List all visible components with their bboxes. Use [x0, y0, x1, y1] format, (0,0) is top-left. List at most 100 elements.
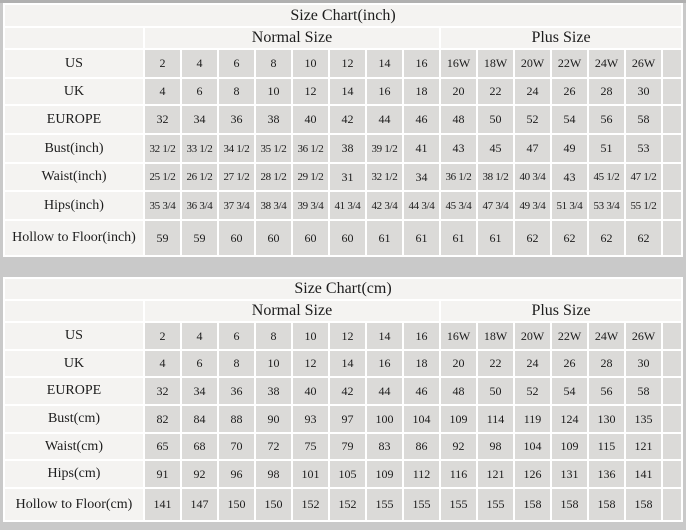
size-cell: 24: [515, 79, 550, 104]
row-label: Hips(cm): [5, 461, 143, 487]
table-row: Hips(inch) 35 3/4 36 3/4 37 3/4 38 3/4 39 3/4…: [5, 192, 681, 219]
size-cell: 40: [293, 378, 328, 404]
size-cell: 135: [626, 406, 661, 432]
size-cell: 60: [256, 221, 291, 255]
size-cell: 16: [404, 323, 439, 349]
size-cell: 46: [404, 106, 439, 133]
group-header-plus-size: Plus Size: [441, 301, 681, 321]
size-cell: 18: [404, 351, 439, 376]
size-cell: 109: [552, 434, 587, 459]
size-cell: 22: [478, 351, 513, 376]
table-row: Hips(cm) 91 92 96 98 101 105 109 112 116 121 126 131…: [5, 461, 681, 487]
chart-title: Size Chart(cm): [5, 279, 681, 299]
size-cell: 36: [219, 106, 254, 133]
size-cell: 141: [626, 461, 661, 487]
size-cell: 60: [293, 221, 328, 255]
size-cell: 40 3/4: [515, 164, 550, 190]
size-cell: 97: [330, 406, 365, 432]
size-cell: 121: [626, 434, 661, 459]
size-cell: 34 1/2: [219, 135, 254, 162]
size-cell: 44 3/4: [404, 192, 439, 219]
size-cell: 68: [182, 434, 217, 459]
size-cell: 62: [552, 221, 587, 255]
filler-cell: [663, 79, 681, 104]
size-cell: 147: [182, 489, 217, 520]
size-cell: 38 1/2: [478, 164, 513, 190]
size-cell: 2: [145, 323, 180, 349]
size-cell: 48: [441, 106, 476, 133]
size-cell: 112: [404, 461, 439, 487]
size-cell: 14: [367, 323, 402, 349]
size-cell: 20: [441, 351, 476, 376]
size-cell: 105: [330, 461, 365, 487]
size-cell: 31: [330, 164, 365, 190]
size-cell: 20W: [515, 323, 550, 349]
size-cell: 155: [441, 489, 476, 520]
size-cell: 92: [441, 434, 476, 459]
corner-blank-cell: [5, 28, 143, 48]
size-cell: 121: [478, 461, 513, 487]
size-cell: 42: [330, 378, 365, 404]
size-cell: 158: [626, 489, 661, 520]
size-cell: 70: [219, 434, 254, 459]
size-cell: 12: [293, 79, 328, 104]
size-cell: 109: [441, 406, 476, 432]
size-cell: 60: [219, 221, 254, 255]
filler-cell: [663, 106, 681, 133]
size-cell: 26W: [626, 323, 661, 349]
row-label: Waist(inch): [5, 164, 143, 190]
size-cell: 158: [515, 489, 550, 520]
size-cell: 114: [478, 406, 513, 432]
size-cell: 101: [293, 461, 328, 487]
size-cell: 61: [478, 221, 513, 255]
row-label: UK: [5, 79, 143, 104]
size-cell: 150: [256, 489, 291, 520]
size-cell: 38: [330, 135, 365, 162]
row-label: Waist(cm): [5, 434, 143, 459]
size-cell: 60: [330, 221, 365, 255]
size-cell: 36 3/4: [182, 192, 217, 219]
size-cell: 35 3/4: [145, 192, 180, 219]
size-cell: 158: [589, 489, 624, 520]
size-cell: 8: [219, 351, 254, 376]
size-cell: 18W: [478, 50, 513, 77]
size-cell: 4: [145, 79, 180, 104]
size-cell: 55 1/2: [626, 192, 661, 219]
table-row: EUROPE 32 34 36 38 40 42 44 46 48 50 52 54 56 58: [5, 378, 681, 404]
size-cell: 24W: [589, 50, 624, 77]
size-cell: 26 1/2: [182, 164, 217, 190]
row-label: Hips(inch): [5, 192, 143, 219]
size-cell: 98: [478, 434, 513, 459]
table-row: UK 4 6 8 10 12 14 16 18 20 22 24 26 28 30: [5, 351, 681, 376]
size-cell: 90: [256, 406, 291, 432]
size-cell: 36: [219, 378, 254, 404]
row-label: US: [5, 50, 143, 77]
size-cell: 18: [404, 79, 439, 104]
row-label: EUROPE: [5, 106, 143, 133]
table-row: US 2 4 6 8 10 12 14 16 16W 18W 20W 22W 24W 26W: [5, 50, 681, 77]
size-cell: 10: [293, 50, 328, 77]
size-cell: 54: [552, 378, 587, 404]
chart-title: Size Chart(inch): [5, 5, 681, 26]
row-label: Hollow to Floor(cm): [5, 489, 143, 520]
size-cell: 152: [293, 489, 328, 520]
size-cell: 54: [552, 106, 587, 133]
size-cell: 12: [293, 351, 328, 376]
filler-cell: [663, 461, 681, 487]
filler-cell: [663, 323, 681, 349]
size-cell: 28: [589, 351, 624, 376]
row-label: EUROPE: [5, 378, 143, 404]
size-cell: 48: [441, 378, 476, 404]
filler-cell: [663, 406, 681, 432]
size-cell: 20: [441, 79, 476, 104]
size-cell: 83: [367, 434, 402, 459]
size-cell: 30: [626, 351, 661, 376]
size-cell: 41: [404, 135, 439, 162]
size-cell: 49: [552, 135, 587, 162]
corner-blank-cell: [5, 301, 143, 321]
size-cell: 62: [589, 221, 624, 255]
size-cell: 62: [626, 221, 661, 255]
size-cell: 10: [293, 323, 328, 349]
size-cell: 136: [589, 461, 624, 487]
size-cell: 75: [293, 434, 328, 459]
